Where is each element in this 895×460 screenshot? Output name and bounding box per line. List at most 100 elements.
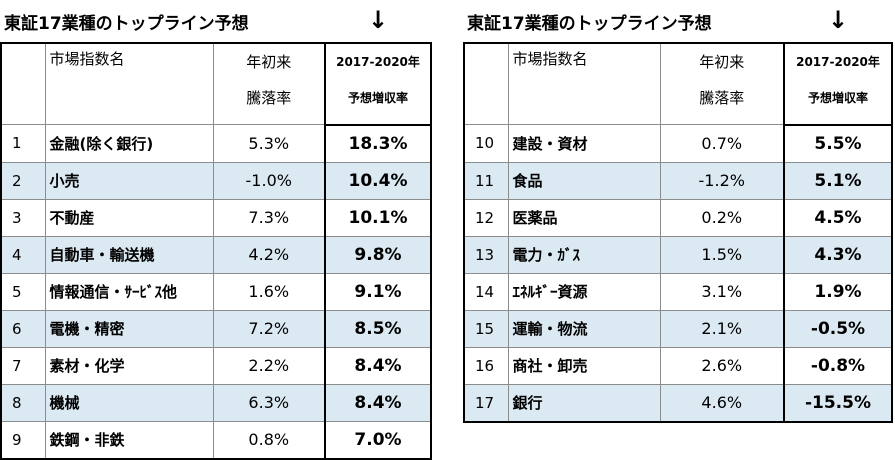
row-change: 5.3%	[212, 124, 326, 163]
down-arrow-icon: ↓	[828, 6, 849, 34]
table-header-row: 市場指数名 年初来 騰落率 2017-2020年 予想増収率	[0, 42, 432, 126]
row-proj: 1.9%	[783, 272, 893, 311]
row-name: 不動産	[44, 198, 214, 237]
row-proj: 5.5%	[783, 124, 893, 163]
row-num: 16	[463, 346, 509, 385]
row-num: 5	[0, 272, 46, 311]
row-name: 電力・ｶﾞｽ	[507, 235, 661, 274]
left-title: 東証17業種のトップライン予想 ↓	[0, 0, 432, 42]
row-name: 機械	[44, 383, 214, 422]
row-num: 14	[463, 272, 509, 311]
row-num: 15	[463, 309, 509, 348]
table-row: 7 素材・化学 2.2% 8.4%	[0, 346, 432, 385]
row-proj: 4.3%	[783, 235, 893, 274]
header-proj-cell: 2017-2020年 予想増収率	[324, 42, 432, 126]
table-row: 17 銀行 4.6% -15.5%	[463, 383, 893, 423]
table-row: 1 金融(除く銀行) 5.3% 18.3%	[0, 124, 432, 163]
header-change-line1: 年初来	[699, 53, 745, 71]
row-num: 17	[463, 383, 509, 422]
row-name: 電機・精密	[44, 309, 214, 348]
row-proj: 4.5%	[783, 198, 893, 237]
row-name: 金融(除く銀行)	[44, 124, 214, 163]
row-num: 12	[463, 198, 509, 237]
row-proj: 8.4%	[324, 346, 432, 385]
row-proj: 9.1%	[324, 272, 432, 311]
row-name: 自動車・輸送機	[44, 235, 214, 274]
header-change-cell: 年初来 騰落率	[659, 42, 785, 125]
row-name: 運輸・物流	[507, 309, 661, 348]
header-proj-line1: 2017-2020年	[796, 55, 880, 69]
row-change: 0.7%	[659, 124, 785, 163]
row-num: 10	[463, 124, 509, 163]
table-row: 14 ｴﾈﾙｷﾞｰ資源 3.1% 1.9%	[463, 272, 893, 311]
table-row: 13 電力・ｶﾞｽ 1.5% 4.3%	[463, 235, 893, 274]
header-proj-cell: 2017-2020年 予想増収率	[783, 42, 893, 126]
right-title: 東証17業種のトップライン予想 ↓	[463, 0, 893, 42]
row-proj: 8.4%	[324, 383, 432, 422]
row-change: -1.0%	[212, 161, 326, 200]
row-name: ｴﾈﾙｷﾞｰ資源	[507, 272, 661, 311]
row-proj: 7.0%	[324, 420, 432, 460]
row-change: 0.2%	[659, 198, 785, 237]
header-name-cell: 市場指数名	[44, 42, 214, 125]
left-table: 市場指数名 年初来 騰落率 2017-2020年 予想増収率 1 金融(除く銀行…	[0, 42, 432, 460]
header-num-cell	[463, 42, 509, 125]
row-proj: 10.1%	[324, 198, 432, 237]
row-change: 3.1%	[659, 272, 785, 311]
row-proj: -15.5%	[783, 383, 893, 423]
table-header-row: 市場指数名 年初来 騰落率 2017-2020年 予想増収率	[463, 42, 893, 126]
row-change: 4.6%	[659, 383, 785, 422]
row-name: 小売	[44, 161, 214, 200]
row-num: 8	[0, 383, 46, 422]
table-row: 6 電機・精密 7.2% 8.5%	[0, 309, 432, 348]
row-name: 商社・卸売	[507, 346, 661, 385]
row-proj: -0.8%	[783, 346, 893, 385]
row-num: 4	[0, 235, 46, 274]
row-change: 2.2%	[212, 346, 326, 385]
table-row: 2 小売 -1.0% 10.4%	[0, 161, 432, 200]
table-row: 12 医薬品 0.2% 4.5%	[463, 198, 893, 237]
table-row: 16 商社・卸売 2.6% -0.8%	[463, 346, 893, 385]
row-num: 6	[0, 309, 46, 348]
row-change: 7.3%	[212, 198, 326, 237]
header-change-line1: 年初来	[246, 53, 292, 71]
row-change: 4.2%	[212, 235, 326, 274]
row-name: 素材・化学	[44, 346, 214, 385]
row-change: 7.2%	[212, 309, 326, 348]
row-change: -1.2%	[659, 161, 785, 200]
down-arrow-icon: ↓	[368, 6, 389, 34]
header-change-line2: 騰落率	[246, 89, 292, 107]
row-name: 鉄鋼・非鉄	[44, 420, 214, 459]
right-title-text: 東証17業種のトップライン予想	[467, 13, 712, 34]
header-change-line2: 騰落率	[699, 89, 745, 107]
row-proj: 5.1%	[783, 161, 893, 200]
header-num-cell	[0, 42, 46, 125]
row-name: 食品	[507, 161, 661, 200]
table-row: 3 不動産 7.3% 10.1%	[0, 198, 432, 237]
row-change: 6.3%	[212, 383, 326, 422]
header-proj-line2: 予想増収率	[807, 91, 868, 105]
row-num: 1	[0, 124, 46, 163]
row-change: 1.5%	[659, 235, 785, 274]
table-row: 8 機械 6.3% 8.4%	[0, 383, 432, 422]
right-panel: 東証17業種のトップライン予想 ↓ 市場指数名 年初来 騰落率 2017-202…	[463, 0, 893, 423]
row-name: 建設・資材	[507, 124, 661, 163]
table-row: 11 食品 -1.2% 5.1%	[463, 161, 893, 200]
left-title-text: 東証17業種のトップライン予想	[4, 13, 249, 34]
row-num: 2	[0, 161, 46, 200]
row-proj: -0.5%	[783, 309, 893, 348]
row-change: 2.1%	[659, 309, 785, 348]
row-num: 13	[463, 235, 509, 274]
right-table: 市場指数名 年初来 騰落率 2017-2020年 予想増収率 10 建設・資材 …	[463, 42, 893, 423]
row-proj: 18.3%	[324, 124, 432, 163]
row-num: 11	[463, 161, 509, 200]
table-row: 4 自動車・輸送機 4.2% 9.8%	[0, 235, 432, 274]
row-name: 医薬品	[507, 198, 661, 237]
left-panel: 東証17業種のトップライン予想 ↓ 市場指数名 年初来 騰落率 2017-202…	[0, 0, 432, 460]
header-proj-line2: 予想増収率	[347, 91, 408, 105]
row-proj: 9.8%	[324, 235, 432, 274]
table-row: 10 建設・資材 0.7% 5.5%	[463, 124, 893, 163]
table-row: 15 運輸・物流 2.1% -0.5%	[463, 309, 893, 348]
header-proj-line1: 2017-2020年	[336, 55, 420, 69]
row-change: 1.6%	[212, 272, 326, 311]
